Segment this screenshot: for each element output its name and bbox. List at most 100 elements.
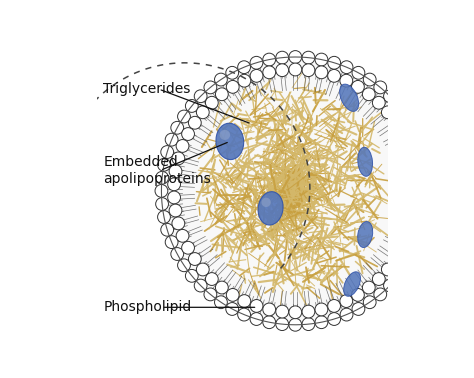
Circle shape <box>237 61 250 74</box>
Circle shape <box>363 296 376 308</box>
Circle shape <box>302 305 315 318</box>
Circle shape <box>363 281 375 294</box>
Circle shape <box>155 171 168 184</box>
Circle shape <box>189 253 201 265</box>
Circle shape <box>328 70 340 82</box>
Circle shape <box>185 99 198 112</box>
Circle shape <box>390 253 402 265</box>
Circle shape <box>289 306 302 319</box>
Circle shape <box>383 279 396 292</box>
Circle shape <box>169 204 182 217</box>
Circle shape <box>172 152 185 165</box>
Circle shape <box>289 318 302 331</box>
Ellipse shape <box>258 192 283 225</box>
Circle shape <box>373 96 385 109</box>
Circle shape <box>216 281 228 294</box>
Text: Embedded: Embedded <box>103 155 178 169</box>
Circle shape <box>250 299 263 312</box>
Circle shape <box>250 56 263 69</box>
Circle shape <box>340 295 353 307</box>
Circle shape <box>302 318 315 330</box>
Circle shape <box>196 106 209 119</box>
Circle shape <box>161 223 173 236</box>
Circle shape <box>263 66 275 79</box>
Circle shape <box>276 318 289 330</box>
Circle shape <box>194 279 207 292</box>
Circle shape <box>352 81 365 93</box>
Circle shape <box>226 302 238 315</box>
Circle shape <box>302 51 315 64</box>
Ellipse shape <box>219 130 230 140</box>
Circle shape <box>182 241 194 254</box>
Circle shape <box>396 128 409 141</box>
Ellipse shape <box>216 123 244 160</box>
Circle shape <box>276 51 289 64</box>
Circle shape <box>382 106 394 119</box>
Circle shape <box>382 263 394 276</box>
Circle shape <box>226 67 238 79</box>
Circle shape <box>171 248 183 260</box>
Circle shape <box>315 316 328 328</box>
Circle shape <box>185 270 198 282</box>
Circle shape <box>155 198 168 211</box>
Circle shape <box>250 313 263 325</box>
Circle shape <box>238 295 251 307</box>
Circle shape <box>226 81 239 93</box>
Circle shape <box>194 90 207 102</box>
Circle shape <box>302 64 315 77</box>
Circle shape <box>182 128 194 141</box>
Circle shape <box>176 229 189 242</box>
Circle shape <box>340 74 353 87</box>
Circle shape <box>226 288 239 301</box>
Circle shape <box>374 81 387 94</box>
Circle shape <box>205 96 218 109</box>
Ellipse shape <box>262 198 271 207</box>
Circle shape <box>178 110 191 123</box>
Circle shape <box>215 73 228 86</box>
Circle shape <box>196 263 209 276</box>
Circle shape <box>392 99 405 112</box>
Circle shape <box>340 61 353 74</box>
Text: apolipoproteins: apolipoproteins <box>103 172 211 186</box>
Circle shape <box>215 296 228 308</box>
Text: Phospholipid: Phospholipid <box>103 300 191 314</box>
Circle shape <box>238 74 251 87</box>
Circle shape <box>178 259 191 272</box>
Circle shape <box>237 308 250 321</box>
Circle shape <box>289 63 302 76</box>
Circle shape <box>250 70 263 82</box>
Circle shape <box>157 211 171 223</box>
Circle shape <box>172 217 185 230</box>
Circle shape <box>165 133 178 146</box>
Circle shape <box>392 270 405 282</box>
Circle shape <box>352 67 365 79</box>
Circle shape <box>161 146 173 158</box>
Circle shape <box>390 116 402 129</box>
Circle shape <box>276 305 289 318</box>
Circle shape <box>315 303 328 316</box>
Circle shape <box>328 56 341 69</box>
Circle shape <box>276 64 289 77</box>
Circle shape <box>315 53 328 66</box>
Circle shape <box>162 57 429 325</box>
Circle shape <box>176 139 189 152</box>
Circle shape <box>171 121 183 134</box>
Circle shape <box>263 316 275 328</box>
Circle shape <box>373 273 385 285</box>
Ellipse shape <box>340 84 359 112</box>
Circle shape <box>189 116 201 129</box>
Text: Triglycerides: Triglycerides <box>103 82 191 96</box>
Circle shape <box>204 81 217 94</box>
Circle shape <box>328 313 341 325</box>
Circle shape <box>205 273 218 285</box>
Circle shape <box>263 303 275 316</box>
Ellipse shape <box>358 147 373 176</box>
Circle shape <box>155 184 168 197</box>
Circle shape <box>216 88 228 101</box>
Circle shape <box>157 158 171 171</box>
Circle shape <box>204 288 217 301</box>
Circle shape <box>165 236 178 248</box>
Circle shape <box>383 90 396 102</box>
Circle shape <box>340 308 353 321</box>
Circle shape <box>289 51 302 64</box>
